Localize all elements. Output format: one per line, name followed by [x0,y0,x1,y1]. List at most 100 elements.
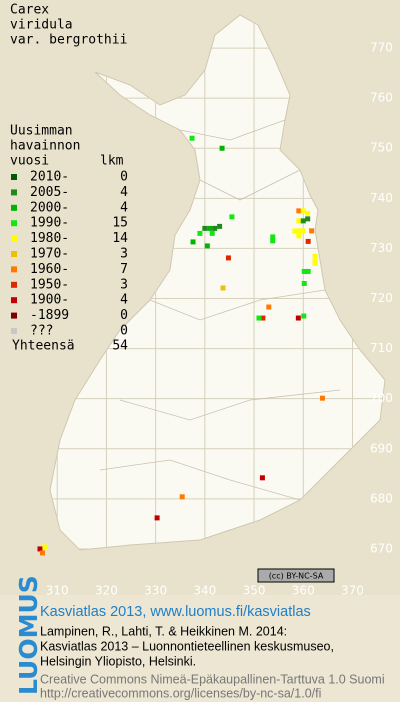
x-tick-label: 310 [46,584,69,598]
legend-swatch [11,281,17,288]
observation [179,494,185,500]
y-tick-label: 680 [370,491,393,505]
legend-swatch [11,174,17,180]
observation [292,228,298,234]
observation [260,315,266,321]
observation [207,225,213,231]
points [37,135,325,556]
observation [300,218,306,224]
observation [39,550,45,556]
observation [300,208,306,214]
observation [189,135,195,141]
legend-heading: Uusimman [10,124,73,139]
observation [229,214,235,220]
observation [305,268,311,274]
observation [301,280,307,286]
legend-count: 4 [120,200,128,215]
observation [305,238,311,244]
legend-swatch [11,220,17,227]
observation [270,238,276,244]
ticks: 310 320 330 340 350 360 3706706806907007107207… [46,41,393,598]
legend-count: 4 [120,293,128,308]
observation [296,218,302,224]
observation [266,304,272,310]
source-link[interactable]: Kasviatlas 2013, www.luomus.fi/kasviatla… [40,604,311,620]
logo: LUOMUS [14,575,43,695]
legend-count: 3 [120,277,128,292]
legend-label: 2005- [30,185,69,200]
observation [295,315,301,321]
x-tick-label: 370 [341,584,364,598]
license[interactable]: http://creativecommons.org/licenses/by-n… [40,686,321,700]
observation [305,216,311,222]
x-tick-label: 360 [292,584,315,598]
legend-heading: havainnon [10,139,80,154]
observation [37,546,43,552]
legend-label: 2000- [30,200,69,215]
observation [42,544,48,550]
legend-swatch [11,297,17,304]
observation [217,223,223,229]
y-tick-label: 670 [370,541,393,555]
observation [270,234,276,240]
citation: Lampinen, R., Lahti, T. & Heikkinen M. 2… [40,624,287,638]
observation [219,145,225,151]
observation [312,260,318,266]
title: Carex [10,3,49,18]
title: viridula [10,18,73,33]
y-tick-label: 750 [370,141,393,155]
license-badge: (cc) BY-NC-SA [269,572,324,581]
legend-label: -1899 [30,308,69,323]
x-tick-label: 330 [144,584,167,598]
observation [300,228,306,234]
observation [309,228,315,234]
legend-swatch [11,266,17,273]
legend: 2010- 0 2005- 4 2000- 4 1990- 15 1980- 14 1970- 3 19… [11,170,128,339]
observation [296,233,302,239]
y-tick-label: 760 [370,91,393,105]
legend-label: 1970- [30,247,69,262]
legend-label: 1900- [30,293,69,308]
observation [319,395,325,401]
legend-count: 0 [120,308,128,323]
observation [190,239,196,245]
y-tick-label: 740 [370,191,393,205]
citation: Kasviatlas 2013 – Luonnontieteellinen ke… [40,639,334,653]
observation [301,313,307,319]
x-tick-label: 350 [243,584,266,598]
legend-label: 1960- [30,262,69,277]
cc-badge: (cc) BY-NC-SA [257,568,335,583]
legend-heading: lkm [100,154,124,169]
legend-swatch [11,189,17,196]
legend-heading: vuosi [10,154,49,169]
legend-swatch [11,251,17,257]
y-tick-label: 770 [370,41,393,55]
legend-swatch [11,204,17,211]
x-tick-label: 320 [95,584,118,598]
observation [296,228,302,234]
observation [202,225,208,231]
citation: Helsingin Yliopisto, Helsinki. [40,654,196,668]
x-tick-label: 340 [193,584,216,598]
title: var. bergrothii [10,33,127,48]
total-label: Yhteensä [12,339,75,354]
legend-count: 15 [112,216,128,231]
legend-label: ??? [30,324,53,339]
observation [197,230,203,236]
total: 54 [112,339,128,354]
y-tick-label: 710 [370,341,393,355]
observation [209,230,215,236]
region-borders [99,119,341,501]
observation [212,225,218,231]
license: Creative Commons Nimeä-Epäkaupallinen-Ta… [40,672,385,686]
finland [49,14,386,551]
observation [312,253,318,259]
legend-label: 2010- [30,170,69,185]
y-tick-label: 700 [370,391,393,405]
observation [296,208,302,214]
legend-count: 0 [120,324,128,339]
legend-count: 14 [112,231,128,246]
y-tick-label: 720 [370,291,393,305]
y-tick-label: 690 [370,441,393,455]
